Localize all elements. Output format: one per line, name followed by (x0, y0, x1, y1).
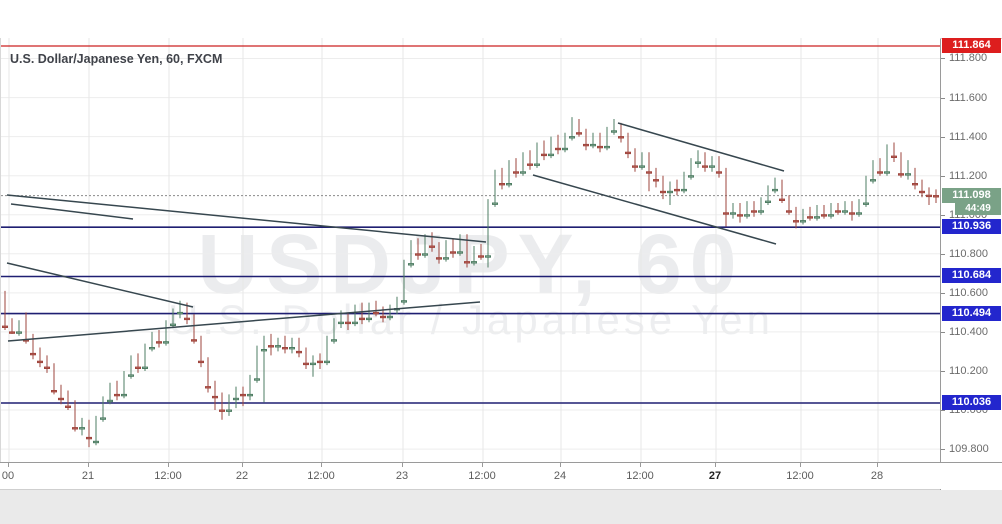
chart-canvas[interactable] (1, 38, 941, 462)
price-tick-label: 111.200 (949, 170, 988, 182)
price-tick-mark (941, 449, 945, 450)
time-tick-mark (242, 463, 243, 467)
time-tick-mark (168, 463, 169, 467)
time-tick-label: 00 (1, 470, 15, 482)
price-tick-mark (941, 98, 945, 99)
price-tick-label: 111.400 (949, 131, 988, 143)
price-tick-label: 110.400 (949, 326, 988, 338)
time-tick-label: 23 (395, 470, 409, 482)
time-tick-label: 12:00 (626, 470, 654, 482)
time-tick-mark (877, 463, 878, 467)
support-resistance-lines[interactable] (1, 226, 941, 404)
time-tick-label: 24 (553, 470, 567, 482)
price-tick-mark (941, 371, 945, 372)
price-tick-label: 109.800 (949, 443, 989, 455)
page-bottom-margin (0, 489, 1002, 524)
price-tick-mark (941, 137, 945, 138)
price-tick-label: 110.200 (949, 365, 988, 377)
time-tick-label: 12:00 (468, 470, 496, 482)
level-price-badge[interactable]: 110.936 (942, 219, 1001, 234)
level-price-badge[interactable]: 110.684 (942, 268, 1001, 283)
price-tick-mark (941, 254, 945, 255)
candlestick-series (2, 117, 939, 448)
vertical-gridlines (8, 38, 879, 462)
chart-plot-area[interactable]: USDJPY, 60 U.S. Dollar / Japanese Yen (0, 38, 941, 462)
price-tick-mark (941, 215, 945, 216)
time-tick-label: 12:00 (786, 470, 814, 482)
time-tick-label: 21 (81, 470, 95, 482)
time-tick-label: 12:00 (154, 470, 182, 482)
bar-countdown-badge[interactable]: 44:49 (955, 202, 1001, 215)
level-price-badge[interactable]: 110.494 (942, 306, 1001, 321)
price-tick-mark (941, 410, 945, 411)
time-tick-mark (715, 463, 716, 467)
time-tick-mark (402, 463, 403, 467)
price-tick-mark (941, 58, 945, 59)
price-tick-label: 110.600 (949, 287, 988, 299)
price-tick-mark (941, 332, 945, 333)
price-tick-label: 111.800 (949, 52, 988, 64)
price-tick-mark (941, 293, 945, 294)
time-tick-mark (560, 463, 561, 467)
price-tick-label: 111.600 (949, 92, 988, 104)
time-tick-mark (88, 463, 89, 467)
price-tick-mark (941, 176, 945, 177)
trendlines[interactable] (6, 122, 785, 342)
time-tick-mark (640, 463, 641, 467)
level-price-badge[interactable]: 110.036 (942, 395, 1001, 410)
price-axis[interactable]: 111.800 111.600 111.400 111.200 111.000 110.8… (940, 38, 1002, 490)
horizontal-gridlines (1, 58, 941, 450)
alert-price-badge[interactable]: 111.864 (942, 38, 1001, 53)
time-tick-label: 22 (235, 470, 249, 482)
last-price-badge[interactable]: 111.098 (942, 188, 1001, 203)
chart-legend-title: U.S. Dollar/Japanese Yen, 60, FXCM (10, 52, 223, 66)
time-tick-mark (800, 463, 801, 467)
time-tick-label: 28 (870, 470, 884, 482)
time-tick-label: 27 (708, 470, 722, 482)
time-tick-mark (8, 463, 9, 467)
time-axis[interactable]: 00 21 12:00 22 12:00 23 12:00 24 12:00 27 12:00 28 (0, 462, 1002, 489)
price-tick-label: 110.800 (949, 248, 988, 260)
time-tick-mark (321, 463, 322, 467)
time-tick-mark (482, 463, 483, 467)
time-tick-label: 12:00 (307, 470, 335, 482)
